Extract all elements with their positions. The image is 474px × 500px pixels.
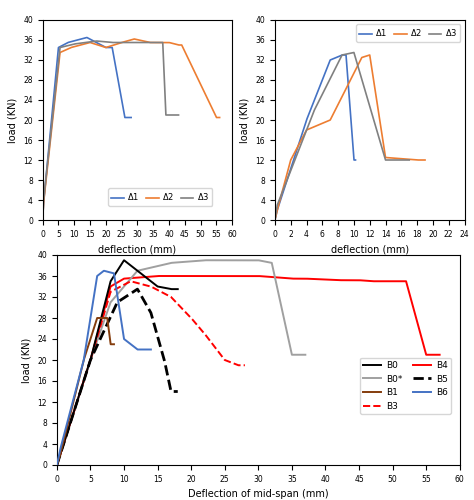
Y-axis label: load (KN): load (KN)	[8, 98, 18, 142]
Y-axis label: load (KN): load (KN)	[22, 338, 32, 382]
Text: (f): (f)	[362, 256, 377, 266]
X-axis label: deflection (mm): deflection (mm)	[331, 244, 409, 254]
Y-axis label: load (KN): load (KN)	[240, 98, 250, 142]
Legend: $\Delta$1, $\Delta$2, $\Delta$3: $\Delta$1, $\Delta$2, $\Delta$3	[108, 188, 212, 206]
Legend: $\Delta$1, $\Delta$2, $\Delta$3: $\Delta$1, $\Delta$2, $\Delta$3	[356, 24, 460, 42]
Legend: B0, B0*, B1, B3, B4, B5, B6: B0, B0*, B1, B3, B4, B5, B6	[360, 358, 451, 414]
Text: (e): (e)	[128, 256, 146, 266]
X-axis label: deflection (mm): deflection (mm)	[99, 244, 176, 254]
X-axis label: Deflection of mid-span (mm): Deflection of mid-span (mm)	[188, 490, 328, 500]
